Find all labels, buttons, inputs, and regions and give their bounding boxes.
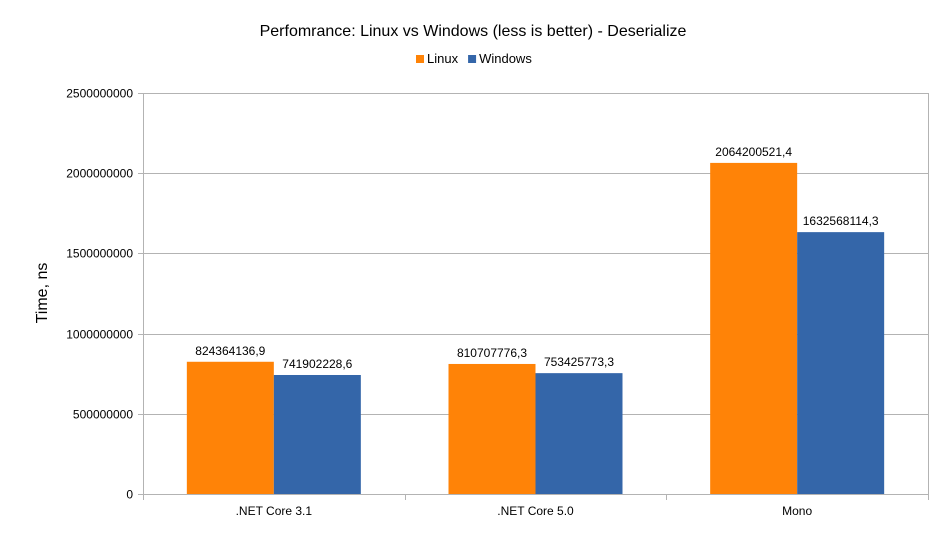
bar-windows [535,373,623,494]
y-axis-title: Time, ns [34,263,51,324]
bars [186,162,885,495]
data-label: 753425773,3 [544,355,614,369]
bar-linux [710,162,798,495]
data-label: 810707776,3 [457,346,527,360]
y-tick-label: 2000000000 [66,167,133,181]
y-tick-label: 1500000000 [66,247,133,261]
data-label: 824364136,9 [195,344,265,358]
y-tick-label: 0 [126,488,133,502]
axes: 0 500000000 1000000000 1500000000 2000000000… [66,87,929,518]
y-tick-label: 2500000000 [66,87,133,101]
bar-windows [797,232,885,494]
y-tick-label: 1000000000 [66,328,133,342]
y-tick-label: 500000000 [73,408,133,422]
legend-label-linux: Linux [427,51,459,66]
bar-windows [273,374,361,494]
bar-linux [448,363,536,494]
legend-swatch-linux [416,55,424,63]
legend-swatch-windows [468,55,477,63]
data-label: 2064200521,4 [715,145,792,159]
x-tick-label: .NET Core 3.1 [236,504,313,518]
x-tick-label: Mono [782,504,812,518]
x-tick-label: .NET Core 5.0 [497,504,574,518]
chart-title: Perfomrance: Linux vs Windows (less is b… [260,23,687,40]
legend: Linux Windows [416,51,532,66]
bar-linux [186,361,274,494]
data-label: 741902228,6 [282,357,352,371]
legend-label-windows: Windows [479,51,532,66]
data-labels: 824364136,9 741902228,6 810707776,3 7534257… [195,145,879,371]
data-label: 1632568114,3 [803,214,879,228]
